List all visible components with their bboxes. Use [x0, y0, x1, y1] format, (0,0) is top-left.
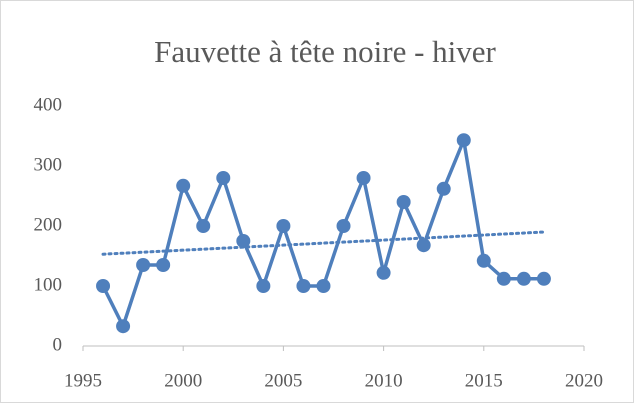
- x-tick-label: 2000: [164, 370, 202, 391]
- x-tick-label: 2010: [365, 370, 403, 391]
- data-point: [236, 234, 251, 248]
- y-tick-label: 200: [34, 214, 63, 235]
- data-point: [96, 279, 111, 293]
- data-point: [256, 279, 271, 293]
- x-tick-label: 1995: [64, 370, 102, 391]
- data-point: [116, 319, 131, 334]
- data-point: [316, 279, 331, 293]
- x-tick-label: 2015: [465, 370, 503, 391]
- y-tick-label: 0: [53, 334, 63, 355]
- y-tick-label: 100: [34, 274, 63, 295]
- data-point: [156, 258, 171, 272]
- data-point: [196, 219, 211, 233]
- y-tick-label: 400: [34, 94, 63, 115]
- data-point: [496, 271, 511, 286]
- trendline: [101, 230, 546, 256]
- data-point: [356, 171, 371, 185]
- data-point: [176, 178, 191, 193]
- data-point: [296, 279, 311, 293]
- data-point: [536, 271, 551, 286]
- data-point: [216, 171, 231, 185]
- data-point: [136, 258, 151, 272]
- y-tick-label: 300: [34, 154, 63, 175]
- data-point: [416, 238, 431, 253]
- chart-title: Fauvette à tête noire - hiver: [154, 34, 496, 69]
- x-tick-label: 2005: [264, 370, 302, 391]
- data-point: [396, 195, 411, 209]
- data-point: [436, 181, 451, 196]
- x-tick-label: 2020: [565, 370, 603, 391]
- data-point: [336, 219, 351, 233]
- data-point: [456, 133, 471, 148]
- data-point: [276, 219, 291, 233]
- data-point: [476, 253, 491, 268]
- data-point: [376, 265, 391, 280]
- data-point: [516, 271, 531, 286]
